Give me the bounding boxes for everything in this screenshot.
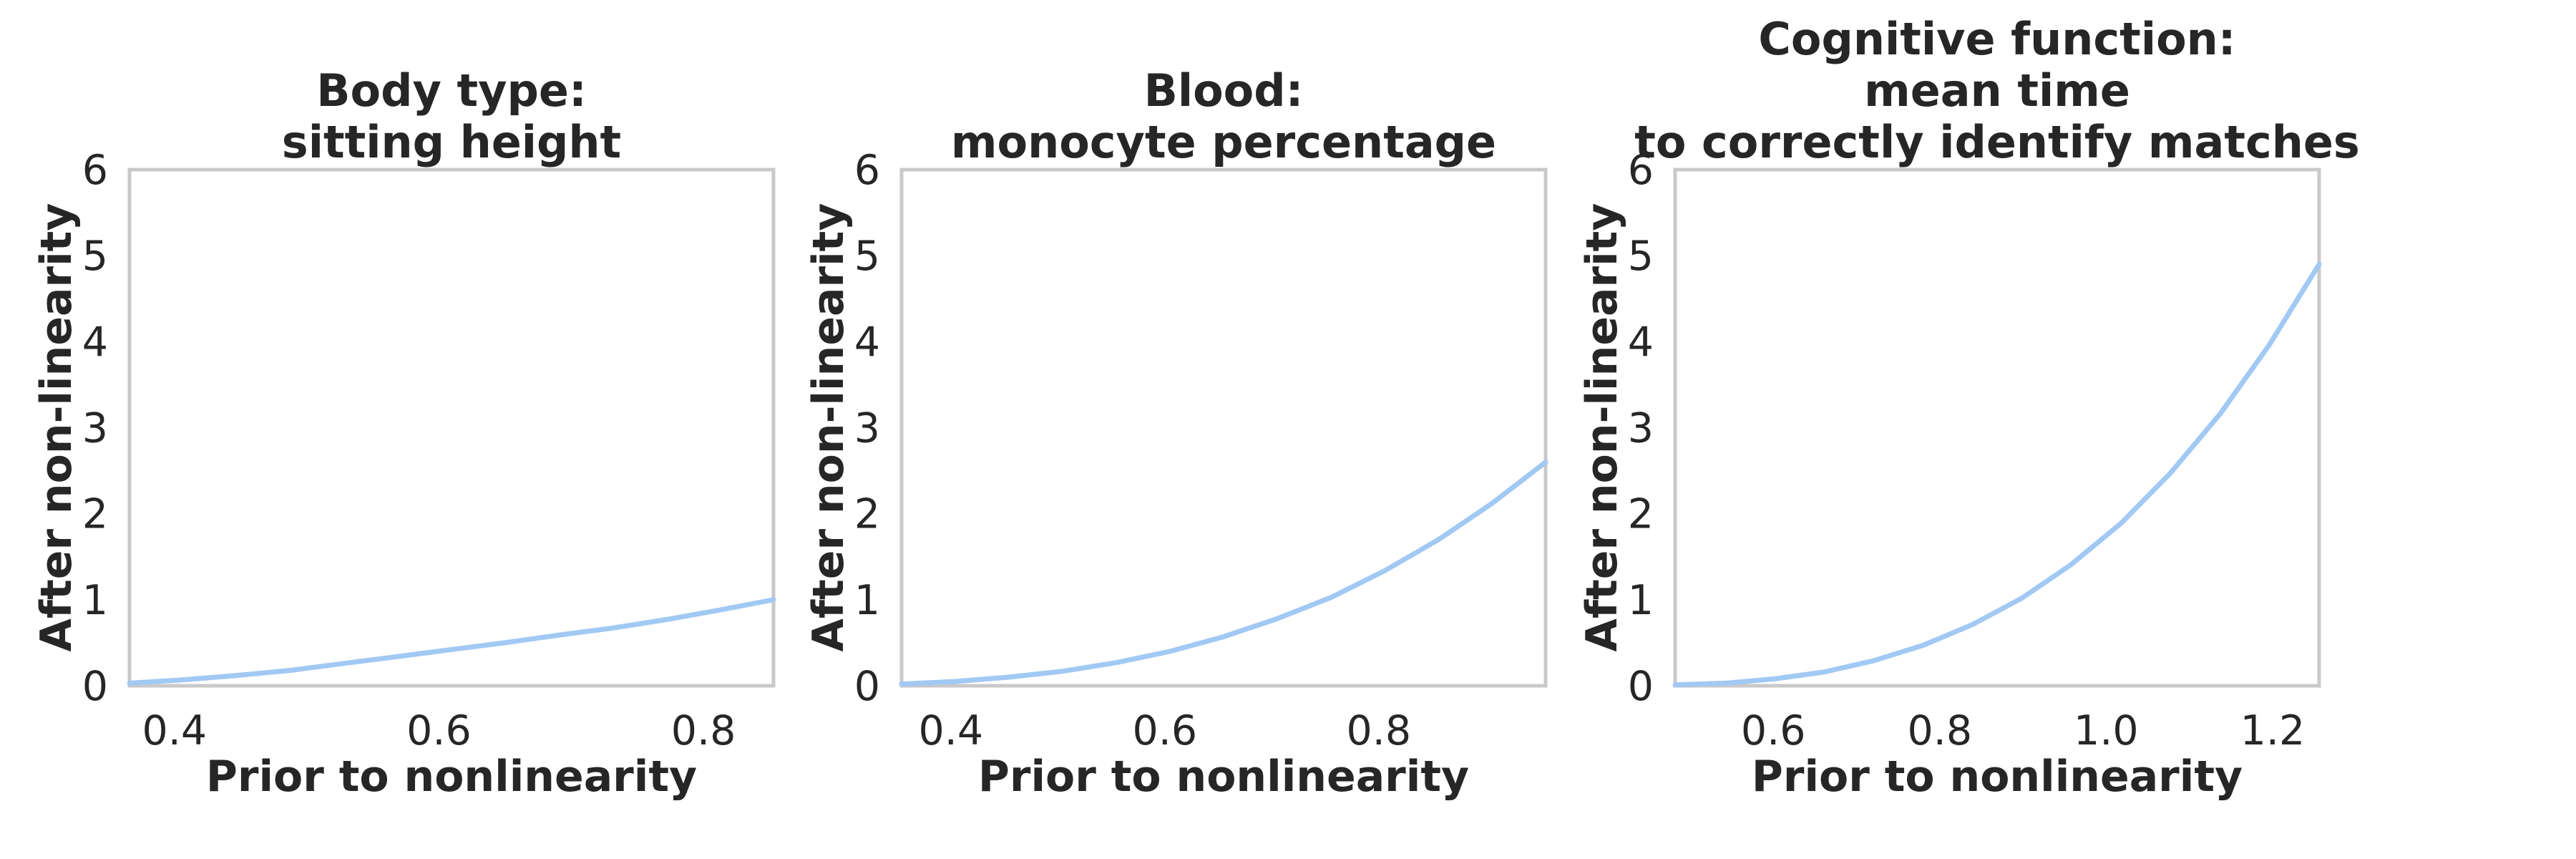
y-tick-label: 5 — [854, 233, 880, 280]
y-tick-label: 5 — [1628, 233, 1654, 280]
x-tick-label: 1.0 — [2074, 707, 2139, 754]
curve-line — [1672, 261, 2322, 688]
y-tick-label: 3 — [854, 405, 880, 452]
y-tick-label: 0 — [82, 663, 108, 710]
axes-frame — [127, 168, 776, 688]
x-tick-label: 0.8 — [671, 707, 736, 754]
y-tick-labels: 0 1 2 3 4 5 6 — [854, 147, 880, 710]
subplot-body-type-sitting-height: Body type: sitting height 0.4 0.6 0.8 0 1 2 3… — [31, 64, 776, 802]
chart-title: Cognitive function: mean time to correct… — [1634, 13, 2360, 168]
y-tick-label: 4 — [82, 319, 108, 366]
y-tick-label: 3 — [82, 405, 108, 452]
y-tick-label: 6 — [854, 147, 880, 194]
x-tick-label: 0.4 — [918, 707, 983, 754]
chart-title-line: Blood: — [1144, 64, 1304, 117]
x-axis-label: Prior to nonlinearity — [978, 752, 1469, 802]
chart-title-line: Cognitive function: — [1758, 13, 2235, 65]
y-tick-label: 1 — [854, 577, 880, 624]
y-tick-label: 0 — [854, 663, 880, 710]
x-tick-labels: 0.6 0.8 1.0 1.2 — [1741, 707, 2305, 754]
chart-title: Blood: monocyte percentage — [951, 64, 1496, 168]
x-tick-label: 0.6 — [406, 707, 472, 754]
x-tick-label: 0.8 — [1907, 707, 1972, 754]
y-tick-label: 1 — [1628, 577, 1654, 624]
chart-title-line: Body type: — [316, 64, 587, 117]
chart-title-line: sitting height — [282, 116, 621, 168]
subplot-blood-monocyte-percentage: Blood: monocyte percentage 0.4 0.6 0.8 0 1 2… — [804, 64, 1548, 802]
y-tick-label: 0 — [1628, 663, 1654, 710]
y-axis-label: After non-linearity — [1577, 203, 1627, 652]
curve-line — [127, 597, 776, 686]
y-tick-label: 2 — [854, 491, 880, 538]
y-tick-label: 5 — [82, 233, 108, 280]
x-tick-label: 1.2 — [2240, 707, 2306, 754]
axes-frame — [899, 168, 1548, 688]
y-tick-label: 6 — [82, 147, 108, 194]
y-tick-labels: 0 1 2 3 4 5 6 — [82, 147, 108, 710]
y-tick-label: 6 — [1628, 147, 1654, 194]
y-tick-label: 4 — [1628, 319, 1654, 366]
x-axis-label: Prior to nonlinearity — [206, 752, 697, 802]
y-tick-label: 3 — [1628, 405, 1654, 452]
x-tick-label: 0.6 — [1741, 707, 1806, 754]
y-tick-label: 1 — [82, 577, 108, 624]
x-tick-labels: 0.4 0.6 0.8 — [918, 707, 1411, 754]
x-tick-labels: 0.4 0.6 0.8 — [142, 707, 736, 754]
curve-line — [899, 460, 1548, 687]
axes-frame — [1673, 168, 2321, 688]
chart-title-line: mean time — [1864, 64, 2130, 117]
y-tick-label: 2 — [82, 491, 108, 538]
x-tick-label: 0.8 — [1346, 707, 1411, 754]
y-tick-labels: 0 1 2 3 4 5 6 — [1628, 147, 1654, 710]
y-tick-label: 2 — [1628, 491, 1654, 538]
chart-title: Body type: sitting height — [282, 64, 621, 168]
y-tick-label: 4 — [854, 319, 880, 366]
y-axis-label: After non-linearity — [804, 203, 854, 652]
x-tick-label: 0.6 — [1132, 707, 1197, 754]
x-axis-label: Prior to nonlinearity — [1752, 752, 2243, 802]
y-axis-label: After non-linearity — [31, 203, 82, 652]
chart-title-line: to correctly identify matches — [1634, 116, 2360, 168]
subplot-cognitive-function-mean-time: Cognitive function: mean time to correct… — [1577, 13, 2360, 802]
chart-title-line: monocyte percentage — [951, 116, 1496, 168]
x-tick-label: 0.4 — [142, 707, 207, 754]
